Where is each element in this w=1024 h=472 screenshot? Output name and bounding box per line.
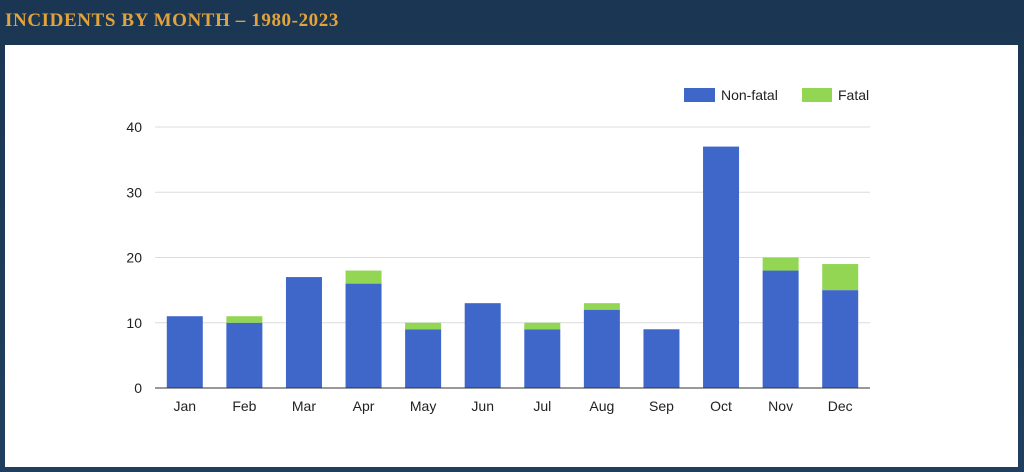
legend-swatch-non-fatal	[684, 88, 715, 102]
x-tick-label: Jul	[533, 398, 551, 414]
y-tick-label: 0	[134, 380, 142, 396]
bar-non-fatal-jan	[166, 316, 203, 388]
x-tick-label: Aug	[589, 398, 614, 414]
bar-non-fatal-mar	[285, 277, 322, 388]
y-tick-label: 20	[126, 250, 142, 266]
bar-fatal-apr	[345, 270, 382, 284]
bar-non-fatal-sep	[643, 329, 680, 388]
bar-non-fatal-oct	[703, 146, 740, 388]
bar-fatal-nov	[762, 257, 799, 271]
x-tick-label: Apr	[353, 398, 375, 414]
bars	[166, 146, 859, 388]
bar-non-fatal-apr	[345, 283, 382, 388]
bar-non-fatal-nov	[762, 270, 799, 388]
x-tick-label: Nov	[768, 398, 793, 414]
grid-lines	[155, 126, 870, 324]
x-tick-label: May	[410, 398, 436, 414]
bar-non-fatal-feb	[226, 322, 263, 388]
bar-non-fatal-aug	[583, 309, 620, 388]
bar-non-fatal-dec	[822, 290, 859, 388]
legend: Non-fatal Fatal	[684, 87, 869, 103]
x-tick-label: Dec	[828, 398, 853, 414]
x-tick-label: Sep	[649, 398, 674, 414]
bar-fatal-may	[405, 322, 442, 330]
x-tick-label: Oct	[710, 398, 732, 414]
x-tick-label: Mar	[292, 398, 316, 414]
y-tick-label: 30	[126, 184, 142, 200]
bar-fatal-aug	[583, 303, 620, 310]
legend-label-fatal: Fatal	[838, 87, 869, 103]
bar-non-fatal-jun	[464, 303, 501, 388]
bar-non-fatal-jul	[524, 329, 561, 388]
bar-fatal-dec	[822, 264, 859, 291]
page-title: INCIDENTS BY MONTH – 1980-2023	[5, 10, 339, 31]
x-tick-label: Jan	[174, 398, 197, 414]
chart-panel: 0 10 20 30 40 Jan Feb Mar Apr May Jun Jul Aug Sep Oct N…	[5, 45, 1018, 467]
y-tick-label: 40	[126, 119, 142, 135]
x-tick-label: Feb	[232, 398, 256, 414]
legend-swatch-fatal	[802, 88, 832, 102]
bar-chart: 0 10 20 30 40 Jan Feb Mar Apr May Jun Jul Aug Sep Oct N…	[126, 87, 870, 414]
bar-fatal-feb	[226, 316, 263, 323]
bar-non-fatal-may	[405, 329, 442, 388]
legend-label-non-fatal: Non-fatal	[721, 87, 778, 103]
y-tick-label: 10	[126, 315, 142, 331]
bar-fatal-jul	[524, 322, 561, 330]
x-tick-label: Jun	[471, 398, 494, 414]
axes: 0 10 20 30 40 Jan Feb Mar Apr May Jun Jul Aug Sep Oct N…	[126, 119, 870, 414]
